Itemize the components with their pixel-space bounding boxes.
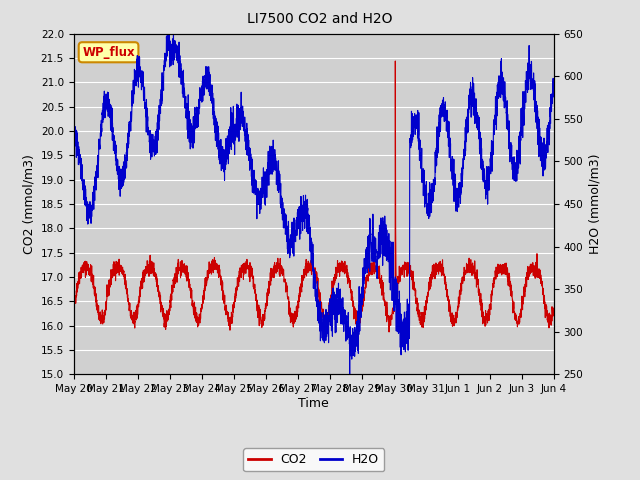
Text: LI7500 CO2 and H2O: LI7500 CO2 and H2O: [247, 12, 393, 26]
Y-axis label: H2O (mmol/m3): H2O (mmol/m3): [589, 154, 602, 254]
Y-axis label: CO2 (mmol/m3): CO2 (mmol/m3): [22, 154, 35, 254]
Legend: CO2, H2O: CO2, H2O: [243, 448, 384, 471]
X-axis label: Time: Time: [298, 397, 329, 410]
Text: WP_flux: WP_flux: [83, 46, 135, 59]
